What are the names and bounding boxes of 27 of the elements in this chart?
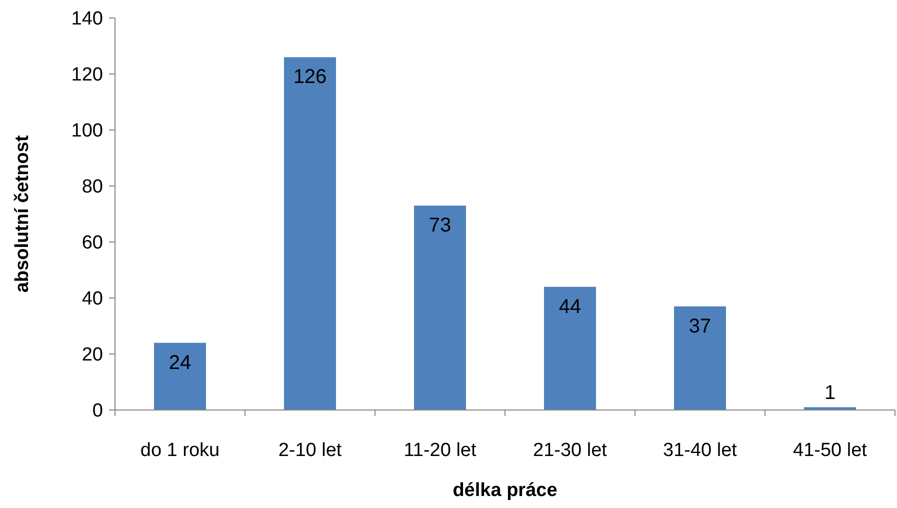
bar — [674, 306, 726, 410]
x-tick-label: do 1 roku — [140, 440, 220, 461]
y-tick-label: 120 — [71, 64, 103, 86]
y-axis-title: absolutní četnost — [12, 134, 33, 293]
x-tick-label: 21-30 let — [533, 440, 608, 461]
y-tick-label: 80 — [82, 176, 103, 198]
y-tick-label: 140 — [71, 8, 103, 30]
y-tick-label: 20 — [82, 344, 103, 366]
data-label: 37 — [688, 315, 712, 338]
bar — [414, 206, 466, 410]
y-tick-label: 0 — [92, 400, 103, 422]
bar — [544, 286, 596, 410]
data-label: 44 — [558, 296, 582, 318]
bar — [154, 342, 206, 410]
x-tick-label: 11-20 let — [404, 440, 477, 461]
y-tick-label: 40 — [82, 288, 103, 310]
bar — [284, 57, 336, 410]
x-tick-label: 31-40 let — [663, 440, 738, 461]
x-tick-label: 2-10 let — [278, 440, 342, 461]
data-label: 24 — [168, 352, 192, 374]
data-label: 126 — [293, 66, 327, 88]
data-label: 1 — [824, 382, 836, 404]
data-label: 73 — [428, 214, 452, 237]
x-axis-title: délka práce — [452, 480, 558, 501]
y-tick-label: 60 — [82, 232, 103, 254]
y-tick-label: 100 — [71, 120, 103, 142]
x-tick-label: 41-50 let — [793, 440, 868, 461]
